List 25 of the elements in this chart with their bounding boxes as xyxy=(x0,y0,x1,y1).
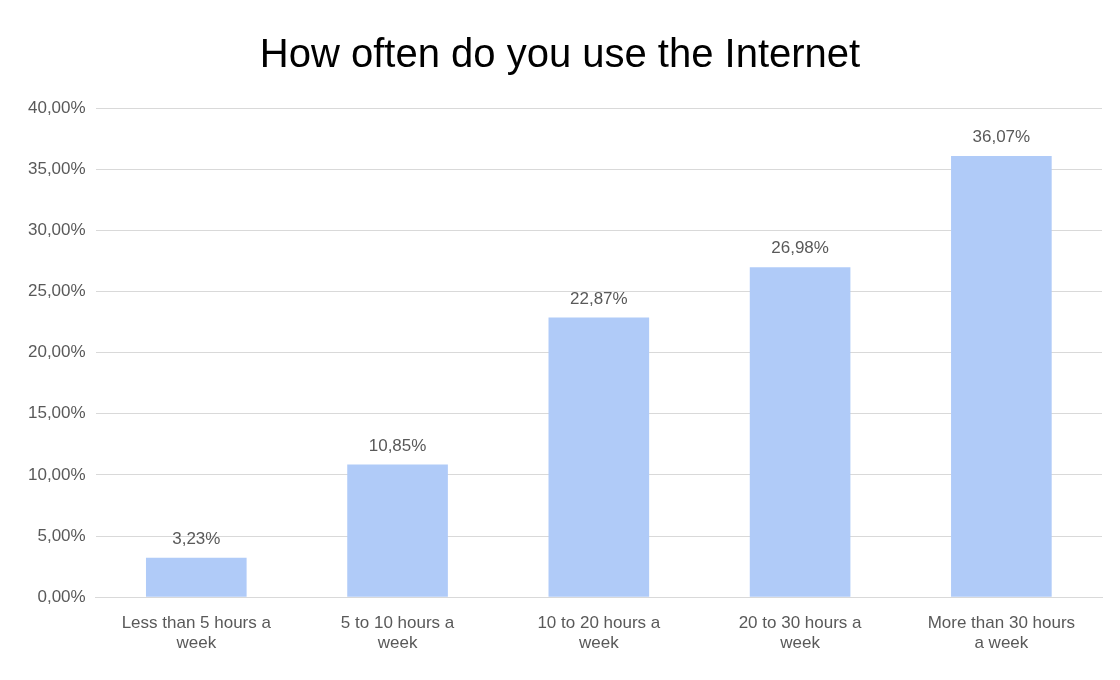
chart-title: How often do you use the Internet xyxy=(259,31,861,76)
y-tick-label: 15,00% xyxy=(27,403,86,423)
y-tick-label: 5,00% xyxy=(37,525,86,545)
data-label: 36,07% xyxy=(972,127,1031,147)
data-label: 3,23% xyxy=(172,528,221,548)
data-label: 10,85% xyxy=(368,435,427,455)
bar xyxy=(347,464,448,597)
x-tick-label: 10 to 20 hours a week xyxy=(537,613,661,653)
x-tick-label: More than 30 hours a week xyxy=(927,613,1076,653)
bar xyxy=(548,317,650,597)
data-label: 26,98% xyxy=(771,238,829,258)
y-tick-label: 10,00% xyxy=(27,464,86,484)
x-tick-label: 20 to 30 hours a week xyxy=(738,613,863,653)
y-tick-label: 0,00% xyxy=(37,586,86,606)
x-tick-label: 5 to 10 hours a week xyxy=(340,613,455,653)
y-tick-label: 40,00% xyxy=(27,97,86,117)
y-tick-label: 20,00% xyxy=(27,342,86,362)
y-tick-label: 35,00% xyxy=(27,158,86,178)
bar xyxy=(749,267,851,597)
bar xyxy=(951,156,1052,597)
x-tick-label: Less than 5 hours a week xyxy=(121,613,272,653)
bar xyxy=(145,557,247,597)
data-label: 22,87% xyxy=(569,288,628,308)
y-tick-label: 25,00% xyxy=(27,281,86,301)
y-tick-label: 30,00% xyxy=(27,219,86,239)
